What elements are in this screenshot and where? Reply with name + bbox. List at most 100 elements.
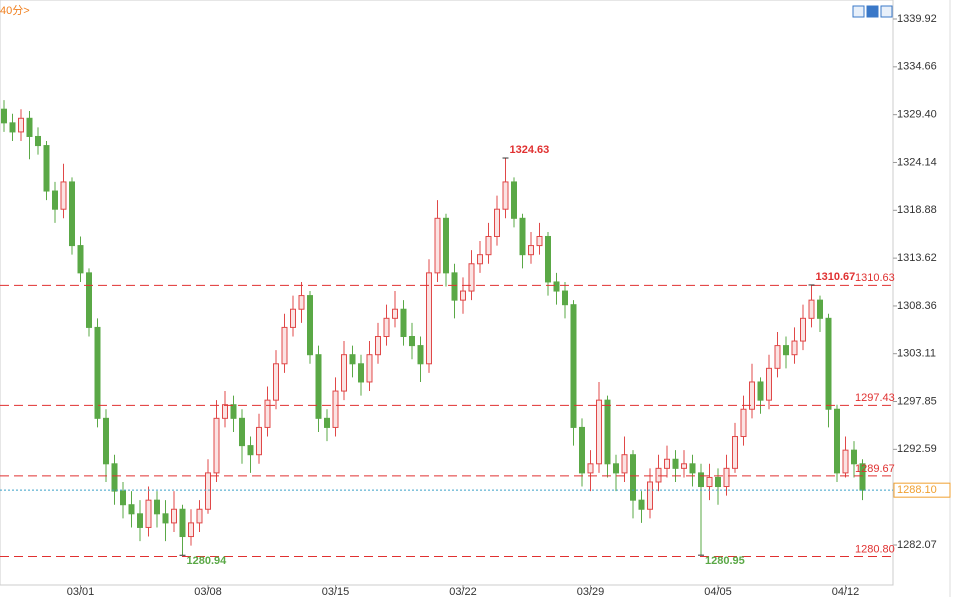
candle-body bbox=[145, 499, 152, 528]
plot-area bbox=[0, 0, 894, 586]
candle-body bbox=[443, 217, 449, 274]
candle-body bbox=[655, 467, 662, 483]
candle-body bbox=[451, 272, 458, 301]
candle-body bbox=[672, 458, 679, 469]
candle-body bbox=[647, 481, 653, 510]
y-tick-label: 1297.85 bbox=[897, 395, 937, 407]
candle-body bbox=[834, 408, 840, 474]
candle-body bbox=[1, 108, 7, 124]
x-tick-label: 03/22 bbox=[449, 586, 477, 597]
x-tick-label: 04/05 bbox=[704, 586, 732, 597]
candle-body bbox=[230, 404, 237, 419]
candle-body bbox=[613, 463, 619, 474]
candle-body bbox=[791, 340, 798, 356]
candle-body bbox=[553, 281, 560, 292]
candle-body bbox=[324, 417, 330, 428]
candle-body bbox=[774, 345, 781, 369]
candle-body bbox=[740, 408, 747, 438]
candle-body bbox=[468, 263, 475, 292]
candle-body bbox=[434, 217, 441, 274]
candle-body bbox=[35, 135, 41, 147]
candle-body bbox=[715, 476, 721, 488]
candle-body bbox=[188, 522, 194, 538]
candle-body bbox=[349, 354, 356, 365]
y-tick-label: 1308.36 bbox=[897, 300, 937, 312]
candle-body bbox=[264, 399, 271, 428]
candle-body bbox=[9, 122, 16, 133]
level-label: 1297.43 bbox=[855, 392, 895, 404]
current-price-box bbox=[893, 482, 951, 498]
y-tick-label: 1329.40 bbox=[897, 109, 937, 121]
candle-body bbox=[800, 317, 806, 342]
y-tick-label: 1318.88 bbox=[897, 204, 937, 216]
candle-body bbox=[298, 295, 305, 310]
toolbar-icon[interactable] bbox=[880, 5, 893, 18]
candle-body bbox=[426, 272, 432, 365]
candle-body bbox=[256, 426, 262, 456]
candle-body bbox=[723, 467, 730, 488]
candle-body bbox=[621, 454, 628, 474]
candle-body bbox=[859, 463, 866, 491]
candle-body bbox=[290, 308, 296, 328]
candle-body bbox=[630, 454, 636, 501]
candle-body bbox=[196, 508, 203, 524]
candle-body bbox=[43, 145, 50, 192]
candle-body bbox=[307, 295, 313, 356]
candle-body bbox=[239, 417, 245, 447]
candle-body bbox=[417, 345, 424, 365]
y-tick-label: 1334.66 bbox=[897, 61, 937, 73]
candle-body bbox=[273, 363, 279, 401]
candle-body bbox=[757, 381, 764, 401]
candle-body bbox=[281, 326, 288, 365]
candle-body bbox=[681, 463, 687, 469]
candle-body bbox=[409, 336, 415, 347]
candle-body bbox=[52, 190, 58, 210]
candle-body bbox=[137, 513, 143, 528]
candle-body bbox=[383, 317, 390, 338]
candle-body bbox=[536, 235, 543, 247]
candle-body bbox=[749, 381, 755, 410]
candle-body bbox=[171, 508, 177, 524]
extreme-label: 1280.95 bbox=[705, 555, 745, 567]
candle-body bbox=[103, 417, 109, 465]
candle-body bbox=[86, 272, 92, 328]
toolbar-icon[interactable] bbox=[866, 5, 879, 18]
candle-body bbox=[587, 463, 594, 474]
current-price-label: 1288.10 bbox=[897, 484, 937, 496]
candle-body bbox=[664, 458, 670, 469]
candle-body bbox=[120, 490, 126, 506]
x-tick-label: 03/01 bbox=[67, 586, 95, 597]
candle-body bbox=[358, 363, 364, 383]
candle-body bbox=[460, 290, 466, 301]
extreme-label: 1324.63 bbox=[510, 144, 550, 156]
candle-body bbox=[332, 390, 339, 428]
candle-body bbox=[162, 513, 169, 524]
candle-body bbox=[392, 308, 398, 319]
candle-body bbox=[706, 476, 713, 488]
candle-body bbox=[689, 463, 696, 474]
toolbar-icon[interactable] bbox=[852, 5, 865, 18]
candle-body bbox=[375, 336, 381, 356]
candle-body bbox=[69, 181, 75, 247]
y-tick-label: 1282.07 bbox=[897, 539, 937, 551]
level-label: 1310.63 bbox=[855, 272, 895, 284]
candle-body bbox=[222, 404, 228, 419]
period-label[interactable]: 40分> bbox=[0, 4, 30, 17]
candle-body bbox=[26, 117, 33, 137]
candle-body bbox=[766, 367, 772, 401]
candle-body bbox=[842, 449, 849, 474]
candle-body bbox=[179, 508, 186, 538]
x-tick-label: 03/08 bbox=[194, 586, 222, 597]
level-label: 1289.67 bbox=[855, 463, 895, 475]
extreme-label: 1310.67 bbox=[816, 271, 856, 283]
candle-body bbox=[485, 235, 492, 256]
y-tick-label: 1339.92 bbox=[897, 13, 937, 25]
candle-body bbox=[596, 399, 602, 465]
candle-body bbox=[213, 417, 220, 474]
candle-body bbox=[341, 354, 347, 392]
candle-body bbox=[528, 245, 534, 256]
extreme-label: 1280.94 bbox=[187, 555, 228, 567]
candle-body bbox=[400, 308, 407, 338]
y-tick-label: 1303.11 bbox=[897, 348, 936, 360]
